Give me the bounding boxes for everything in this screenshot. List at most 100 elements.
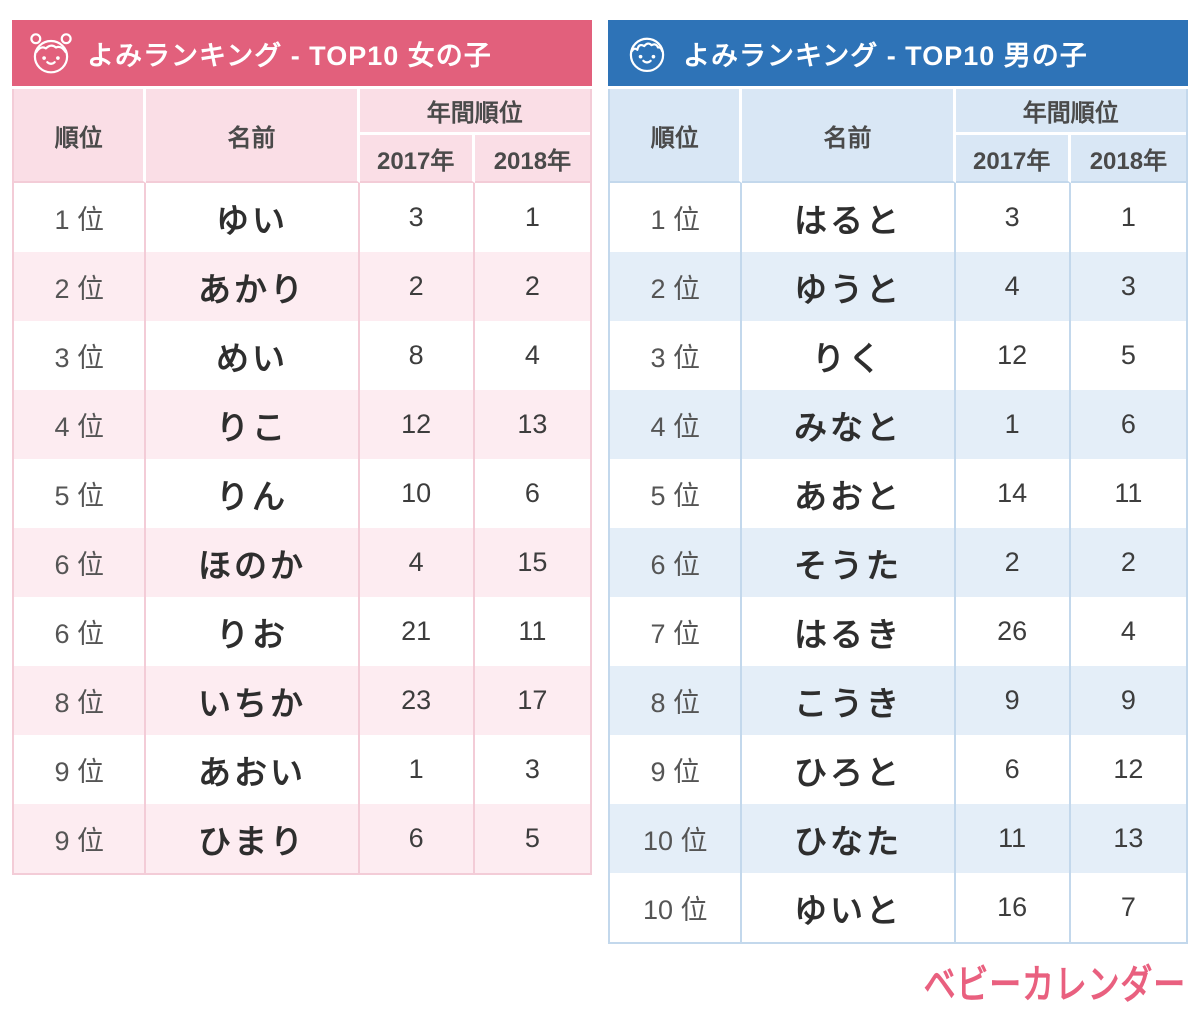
table-row: 4 位 りこ 12 13 [14, 390, 590, 459]
rank-cell: 9 位 [14, 804, 147, 873]
name-cell: りこ [146, 390, 360, 459]
rank-2017-cell: 11 [955, 804, 1071, 873]
name-cell: めい [146, 321, 360, 390]
rank-cell: 5 位 [14, 459, 147, 528]
rank-cell: 1 位 [14, 183, 147, 252]
name-cell: みなと [742, 390, 956, 459]
table-row: 1 位 ゆい 3 1 [14, 183, 590, 252]
rank-2018-cell: 7 [1070, 873, 1186, 942]
rank-2017-cell: 23 [359, 666, 475, 735]
boys-rank-table: 順位 名前 年間順位 2017年 2018年 1 位 はると 3 1 2 位 [608, 89, 1188, 944]
rank-2018-cell: 4 [1070, 597, 1186, 666]
rank-2017-cell: 14 [955, 459, 1071, 528]
boy-face-icon [624, 31, 670, 75]
boys-table-title: よみランキング - TOP10 男の子 [683, 40, 1088, 71]
rank-cell: 6 位 [14, 597, 147, 666]
name-cell: いちか [146, 666, 360, 735]
name-cell: ほのか [146, 528, 360, 597]
rank-2018-cell: 2 [474, 252, 590, 321]
girl-face-icon [28, 31, 74, 75]
rank-2017-cell: 12 [955, 321, 1071, 390]
rank-2017-cell: 10 [359, 459, 475, 528]
name-cell: はると [742, 183, 956, 252]
name-cell: はるき [742, 597, 956, 666]
rank-2018-cell: 2 [1070, 528, 1186, 597]
table-row: 10 位 ゆいと 16 7 [610, 873, 1186, 942]
rank-2017-cell: 3 [359, 183, 475, 252]
boys-ranking-panel: よみランキング - TOP10 男の子 順位 名前 年間順位 2017年 201… [608, 20, 1188, 944]
name-cell: あおと [742, 459, 956, 528]
rank-2017-cell: 4 [359, 528, 475, 597]
table-row: 8 位 いちか 23 17 [14, 666, 590, 735]
name-cell: あかり [146, 252, 360, 321]
column-header-2018: 2018年 [1070, 135, 1186, 183]
rank-2018-cell: 17 [474, 666, 590, 735]
rank-2018-cell: 15 [474, 528, 590, 597]
column-header-annual-rank: 年間順位 [955, 89, 1186, 135]
rank-cell: 8 位 [610, 666, 743, 735]
table-row: 3 位 めい 8 4 [14, 321, 590, 390]
name-cell: あおい [146, 735, 360, 804]
name-cell: こうき [742, 666, 956, 735]
rank-cell: 2 位 [14, 252, 147, 321]
rank-2018-cell: 6 [474, 459, 590, 528]
rank-2017-cell: 1 [955, 390, 1071, 459]
rank-2018-cell: 1 [1070, 183, 1186, 252]
table-row: 5 位 りん 10 6 [14, 459, 590, 528]
rank-cell: 5 位 [610, 459, 743, 528]
rank-2017-cell: 8 [359, 321, 475, 390]
name-cell: ひまり [146, 804, 360, 873]
rank-cell: 7 位 [610, 597, 743, 666]
girls-ranking-panel: よみランキング - TOP10 女の子 順位 名前 年間順位 2017年 201… [12, 20, 592, 875]
rank-cell: 3 位 [14, 321, 147, 390]
name-cell: りお [146, 597, 360, 666]
rank-2017-cell: 9 [955, 666, 1071, 735]
table-row: 8 位 こうき 9 9 [610, 666, 1186, 735]
table-row: 9 位 ひまり 6 5 [14, 804, 590, 873]
name-cell: そうた [742, 528, 956, 597]
rank-cell: 8 位 [14, 666, 147, 735]
table-row: 10 位 ひなた 11 13 [610, 804, 1186, 873]
name-cell: りん [146, 459, 360, 528]
rank-cell: 4 位 [610, 390, 743, 459]
column-header-2018: 2018年 [474, 135, 590, 183]
column-header-2017: 2017年 [955, 135, 1071, 183]
girls-title-bar: よみランキング - TOP10 女の子 [12, 20, 592, 86]
table-row: 6 位 そうた 2 2 [610, 528, 1186, 597]
rank-2017-cell: 2 [955, 528, 1071, 597]
rank-cell: 2 位 [610, 252, 743, 321]
rank-cell: 1 位 [610, 183, 743, 252]
baby-calendar-logo: ベビーカレンダー [923, 963, 1186, 1007]
girls-rank-table: 順位 名前 年間順位 2017年 2018年 1 位 ゆい 3 1 2 位 [12, 89, 592, 875]
girls-table-title: よみランキング - TOP10 女の子 [87, 40, 492, 71]
rank-cell: 9 位 [610, 735, 743, 804]
rank-2017-cell: 2 [359, 252, 475, 321]
rank-cell: 10 位 [610, 804, 743, 873]
table-row: 6 位 りお 21 11 [14, 597, 590, 666]
rank-2017-cell: 6 [359, 804, 475, 873]
column-header-annual-rank: 年間順位 [359, 89, 590, 135]
name-cell: ゆうと [742, 252, 956, 321]
name-cell: ゆいと [742, 873, 956, 942]
rank-2018-cell: 6 [1070, 390, 1186, 459]
rank-2017-cell: 1 [359, 735, 475, 804]
column-header-name: 名前 [146, 89, 360, 183]
rank-cell: 10 位 [610, 873, 743, 942]
rank-cell: 9 位 [14, 735, 147, 804]
column-header-name: 名前 [742, 89, 956, 183]
rank-2018-cell: 4 [474, 321, 590, 390]
boys-title-bar: よみランキング - TOP10 男の子 [608, 20, 1188, 86]
table-row: 9 位 ひろと 6 12 [610, 735, 1186, 804]
table-row: 1 位 はると 3 1 [610, 183, 1186, 252]
name-cell: ゆい [146, 183, 360, 252]
rank-cell: 3 位 [610, 321, 743, 390]
table-row: 4 位 みなと 1 6 [610, 390, 1186, 459]
rank-2018-cell: 5 [474, 804, 590, 873]
rank-2017-cell: 4 [955, 252, 1071, 321]
column-header-2017: 2017年 [359, 135, 475, 183]
rank-2018-cell: 11 [474, 597, 590, 666]
name-cell: ひなた [742, 804, 956, 873]
column-header-rank: 順位 [610, 89, 743, 183]
name-cell: りく [742, 321, 956, 390]
